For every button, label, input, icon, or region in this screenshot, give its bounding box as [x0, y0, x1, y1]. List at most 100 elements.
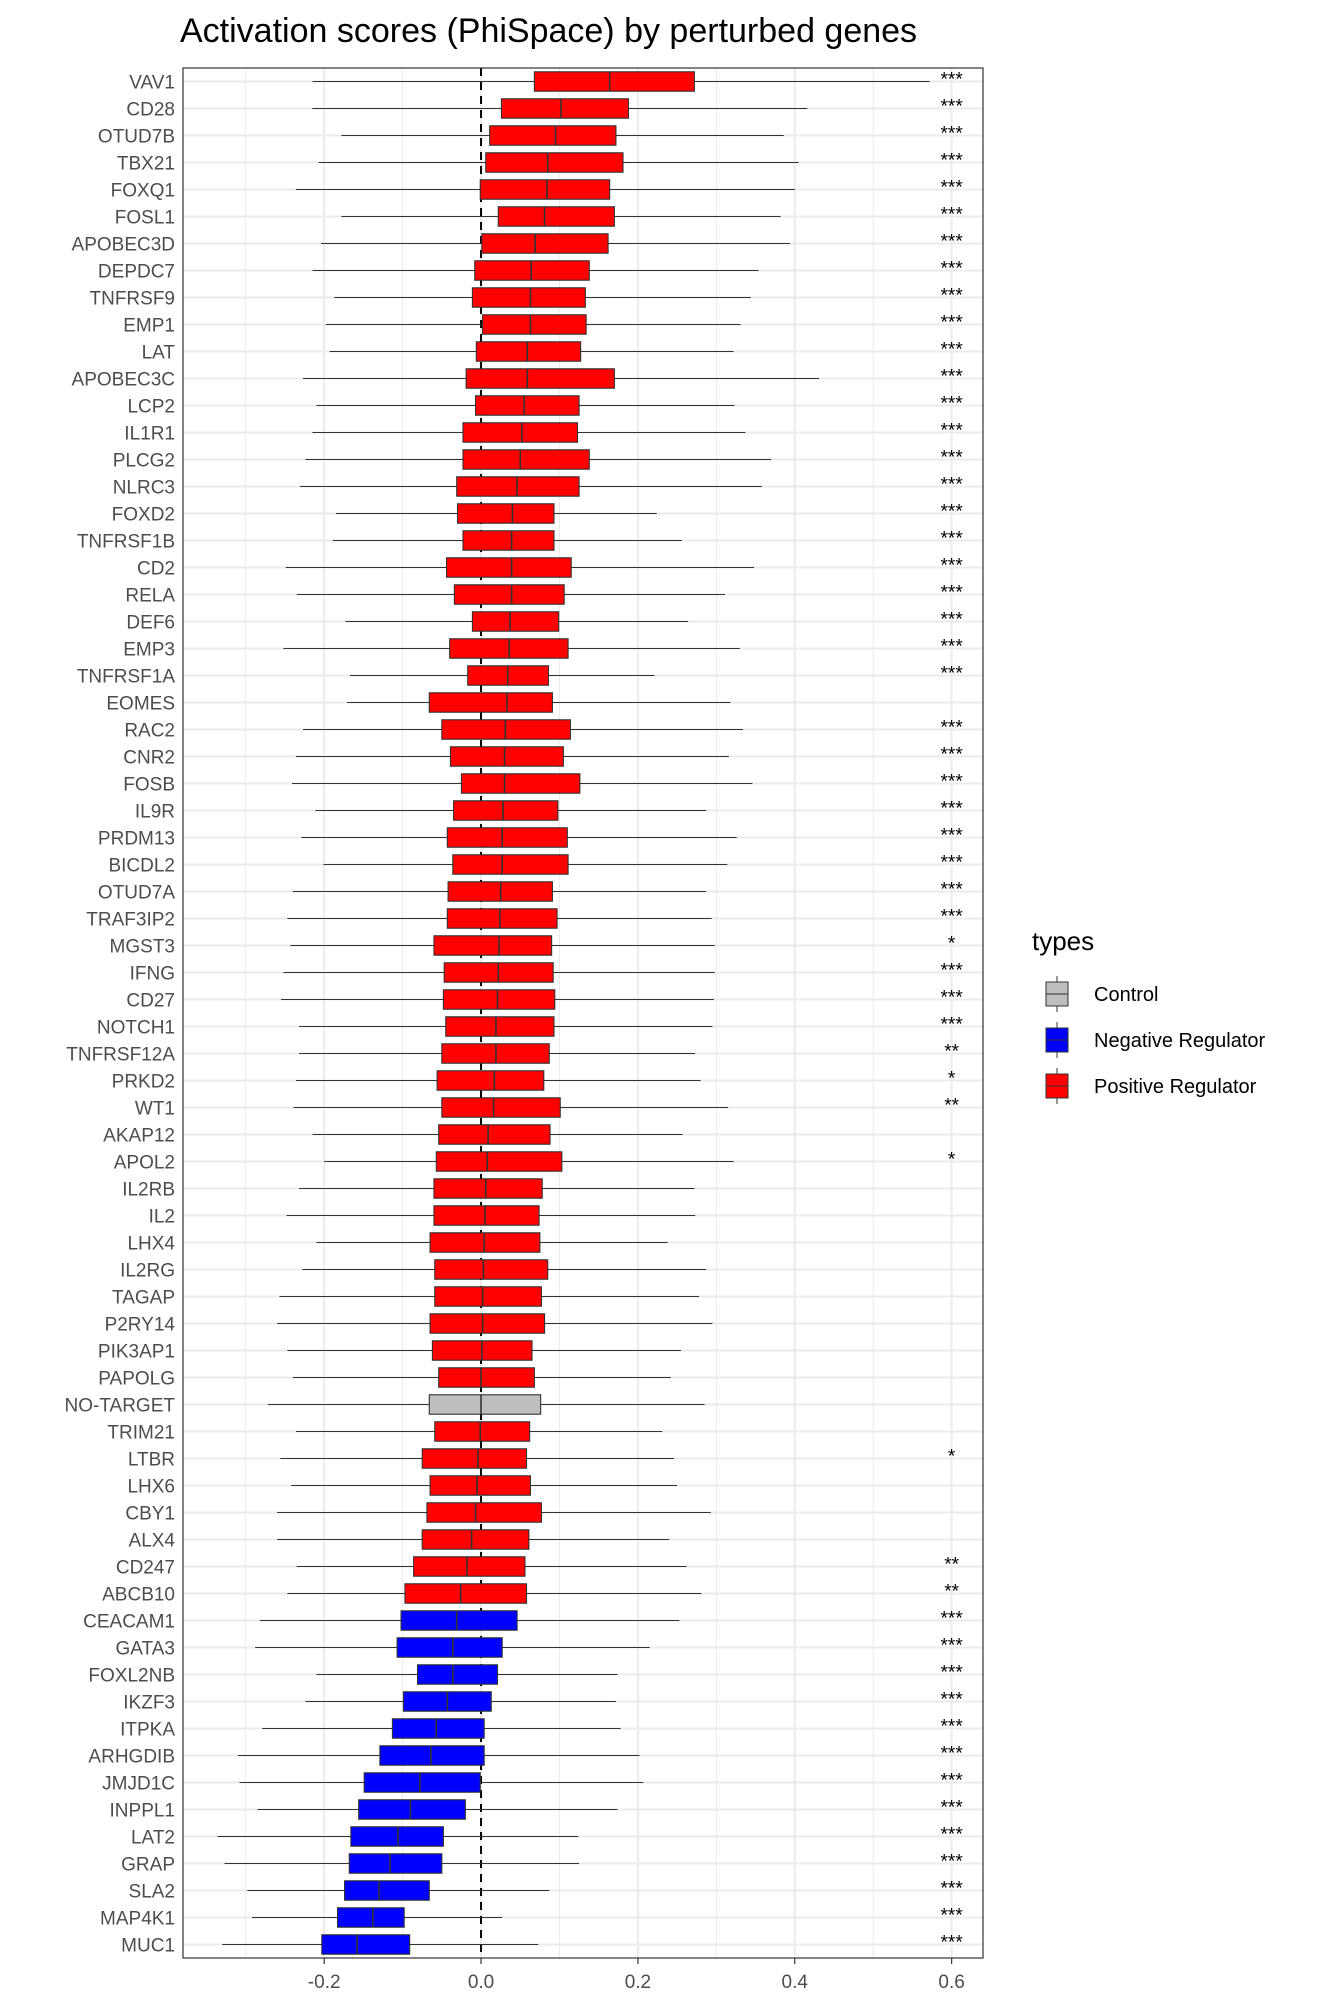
box-iqr — [358, 1799, 466, 1820]
gene-axis-labels: VAV1 CD28 OTUD7B TBX21 FOXQ1 FOSL1 APOBEC3D DEP… — [65, 73, 176, 1957]
box-lcp2 — [316, 395, 735, 416]
significance-label: *** — [941, 70, 964, 91]
gene-label: DEPDC7 — [98, 262, 175, 283]
box-rela — [296, 584, 725, 605]
box-iqr — [465, 368, 615, 389]
box-notch1 — [299, 1016, 713, 1037]
box-iqr — [500, 98, 630, 119]
box-mgst3 — [290, 935, 715, 956]
box-foxd2 — [335, 503, 657, 524]
box-apobec3d — [321, 233, 791, 254]
box-iqr — [446, 908, 558, 929]
gene-label: WT1 — [135, 1099, 175, 1120]
gene-label: PRDM13 — [98, 829, 175, 850]
gene-label: CBY1 — [125, 1504, 175, 1525]
box-cd2 — [285, 557, 754, 578]
box-jmjd1c — [239, 1772, 644, 1793]
gene-label: TNFRSF9 — [90, 289, 176, 310]
box-iqr — [462, 530, 555, 551]
x-tick-label: 0.0 — [468, 1972, 494, 1993]
significance-label: *** — [941, 340, 964, 361]
box-muc1 — [222, 1934, 539, 1955]
box-nlrc3 — [299, 476, 762, 497]
box-fosb — [292, 773, 753, 794]
significance-label: *** — [941, 988, 964, 1009]
gene-label: NLRC3 — [113, 478, 175, 499]
box-iqr — [442, 989, 556, 1010]
significance-label: *** — [941, 529, 964, 550]
significance-label: *** — [941, 826, 964, 847]
box-pik3ap1 — [287, 1340, 682, 1361]
box-iqr — [471, 611, 560, 632]
box-iqr — [434, 1259, 549, 1280]
gene-label: OTUD7A — [98, 883, 175, 904]
significance-label: *** — [941, 880, 964, 901]
box-iqr — [421, 1529, 530, 1550]
gene-label: IL1R1 — [124, 424, 175, 445]
box-iqr — [348, 1853, 443, 1874]
box-iqr — [438, 1367, 535, 1388]
box-itpka — [262, 1718, 621, 1739]
significance-label: *** — [941, 907, 964, 928]
legend-label: Positive Regulator — [1094, 1076, 1257, 1098]
box-iqr — [396, 1637, 503, 1658]
gene-label: LAT — [142, 343, 176, 364]
significance-label: *** — [941, 1717, 964, 1738]
box-wt1 — [293, 1097, 729, 1118]
box-iqr — [453, 584, 565, 605]
significance-label: ** — [944, 1555, 959, 1576]
significance-label: *** — [941, 286, 964, 307]
box-traf3ip2 — [287, 908, 712, 929]
x-tick-label: 0.4 — [782, 1972, 809, 1993]
box-ceacam1 — [259, 1610, 680, 1631]
box-iqr — [445, 557, 572, 578]
significance-label: * — [948, 1150, 956, 1171]
box-iqr — [404, 1583, 528, 1604]
box-iqr — [416, 1664, 499, 1685]
box-iqr — [426, 1502, 542, 1523]
significance-labels: ****************************************… — [941, 70, 964, 1954]
significance-label: *** — [941, 421, 964, 442]
box-sla2 — [247, 1880, 550, 1901]
significance-label: *** — [941, 205, 964, 226]
box-iqr — [441, 1097, 561, 1118]
box-papolg — [292, 1367, 671, 1388]
gene-label: FOXQ1 — [111, 181, 175, 202]
gene-label: DEF6 — [126, 613, 175, 634]
box-iqr — [497, 206, 615, 227]
gene-label: FOXD2 — [112, 505, 175, 526]
box-cd28 — [312, 98, 808, 119]
box-cnr2 — [295, 746, 729, 767]
box-iqr — [391, 1718, 485, 1739]
box-tnfrsf1a — [350, 665, 655, 686]
significance-label: *** — [941, 97, 964, 118]
gene-label: AKAP12 — [103, 1126, 175, 1147]
box-il1r1 — [312, 422, 746, 443]
box-tbx21 — [318, 152, 799, 173]
x-tick-label: 0.2 — [625, 1972, 651, 1993]
gene-label: LHX6 — [127, 1477, 175, 1498]
gene-label: NO-TARGET — [65, 1396, 176, 1417]
gene-label: INPPL1 — [110, 1801, 175, 1822]
legend-title: types — [1032, 926, 1094, 956]
gene-label: OTUD7B — [98, 127, 175, 148]
box-tnfrsf12a — [299, 1043, 696, 1064]
gene-label: EOMES — [106, 694, 175, 715]
significance-label: *** — [941, 583, 964, 604]
box-ikzf3 — [305, 1691, 616, 1712]
gene-label: IL2RG — [120, 1261, 175, 1282]
box-cd247 — [296, 1556, 687, 1577]
box-eomes — [346, 692, 731, 713]
significance-label: *** — [941, 124, 964, 145]
box-iqr — [435, 1151, 563, 1172]
significance-label: *** — [941, 718, 964, 739]
significance-label: *** — [941, 502, 964, 523]
significance-label: *** — [941, 799, 964, 820]
significance-label: *** — [941, 556, 964, 577]
box-iqr — [434, 1286, 542, 1307]
box-def6 — [345, 611, 689, 632]
box-iqr — [421, 1448, 528, 1469]
box-lat — [329, 341, 734, 362]
significance-label: *** — [941, 151, 964, 172]
